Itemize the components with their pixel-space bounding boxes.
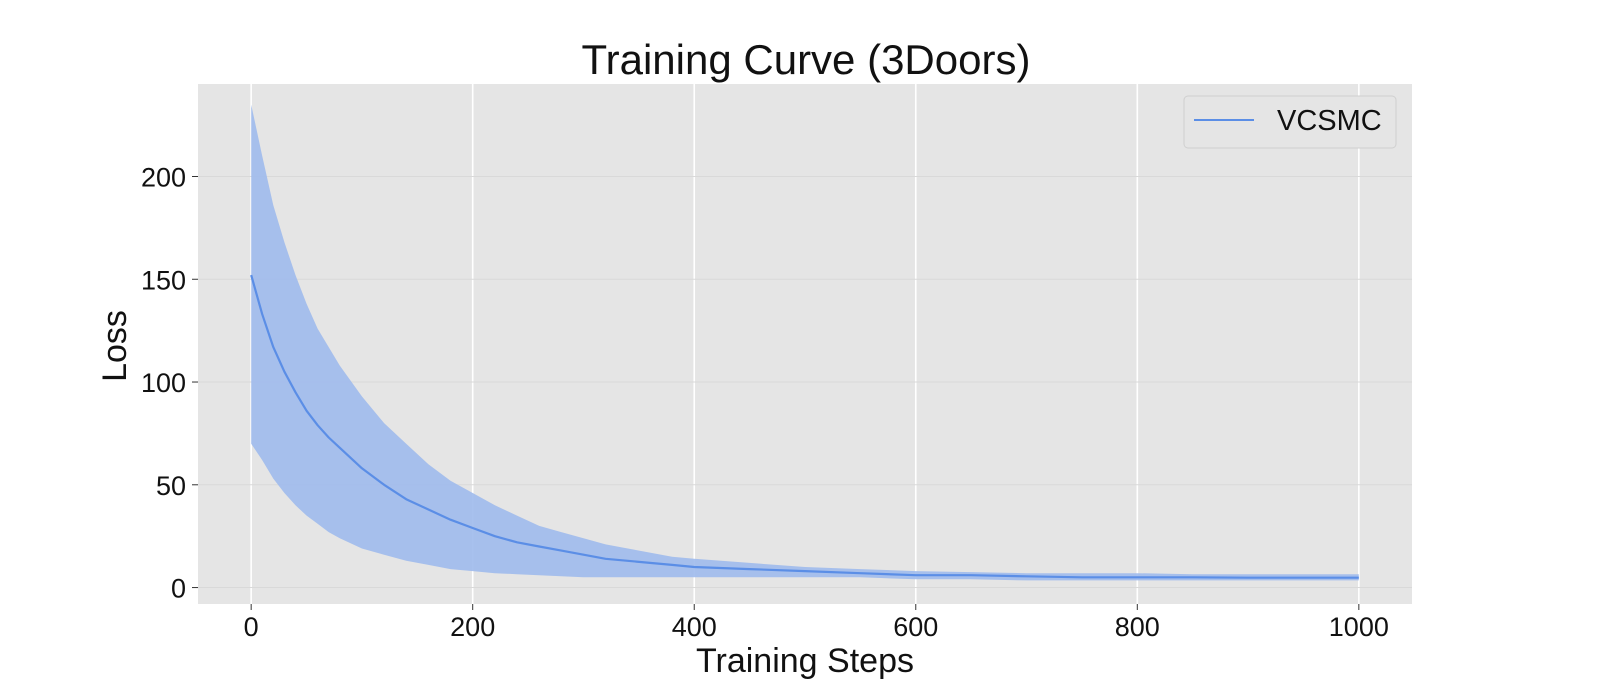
x-tick-label: 400 bbox=[672, 612, 717, 642]
legend: VCSMC bbox=[1183, 95, 1397, 149]
series-line-0 bbox=[250, 274, 1359, 579]
confidence-band-0 bbox=[251, 104, 1359, 581]
line-layer bbox=[250, 274, 1359, 579]
chart-title: Training Curve (3Doors) bbox=[582, 36, 1031, 83]
y-axis-label: Loss bbox=[96, 310, 134, 382]
x-tick-label: 0 bbox=[244, 612, 259, 642]
x-axis-label: Training Steps bbox=[696, 642, 914, 680]
y-tick-label: 200 bbox=[141, 162, 186, 192]
confidence-band-layer bbox=[251, 104, 1359, 581]
axis-ticks: 0 200 400 600 800 1000 0 50 100 150 200 bbox=[141, 162, 1389, 642]
x-tick-label: 1000 bbox=[1329, 612, 1389, 642]
y-tick-label: 150 bbox=[141, 265, 186, 295]
x-tick-label: 800 bbox=[1115, 612, 1160, 642]
legend-box bbox=[1183, 95, 1397, 149]
x-tick-label: 600 bbox=[893, 612, 938, 642]
legend-label-vcsmc: VCSMC bbox=[1277, 105, 1382, 137]
y-tick-label: 100 bbox=[141, 368, 186, 398]
y-tick-label: 50 bbox=[156, 471, 186, 501]
y-tick-label: 0 bbox=[171, 574, 186, 604]
x-tick-label: 200 bbox=[450, 612, 495, 642]
